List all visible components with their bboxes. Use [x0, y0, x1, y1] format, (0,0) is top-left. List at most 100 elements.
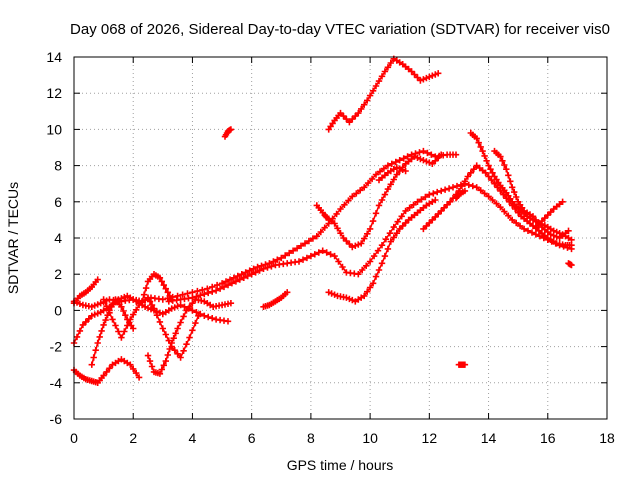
data-point-interp	[121, 293, 128, 301]
data-point-interp	[412, 150, 419, 157]
data-point-interp	[333, 210, 340, 218]
data-point	[497, 153, 504, 160]
data-point	[387, 238, 394, 245]
data-point-interp	[364, 179, 372, 187]
data-point	[485, 162, 492, 169]
data-point-interp	[323, 249, 330, 256]
data-point	[420, 157, 427, 164]
data-point-interp	[493, 200, 500, 207]
data-point-interp	[387, 59, 394, 67]
data-point	[559, 198, 566, 205]
y-axis-label: SDTVAR / TECUs	[5, 182, 21, 294]
data-point-interp	[445, 185, 453, 192]
data-point-interp	[103, 303, 110, 310]
data-point	[390, 223, 397, 231]
data-point	[156, 274, 164, 281]
data-point	[337, 205, 344, 213]
data-point-interp	[406, 204, 413, 211]
data-point	[236, 276, 243, 283]
data-point-interp	[256, 267, 263, 274]
data-point-interp	[366, 284, 374, 291]
data-point	[349, 243, 356, 251]
data-point-interp	[270, 258, 277, 265]
data-point-interp	[140, 291, 148, 298]
data-point	[473, 135, 480, 142]
data-point-interp	[244, 272, 251, 280]
data-point-interp	[73, 333, 81, 341]
data-point-interp	[309, 235, 317, 242]
data-point	[159, 296, 166, 303]
data-point-interp	[501, 208, 508, 215]
data-point-interp	[106, 309, 113, 316]
data-point-interp	[180, 313, 187, 320]
data-point	[88, 361, 95, 368]
data-point	[127, 361, 134, 368]
data-point-interp	[186, 303, 193, 310]
data-point-interp	[122, 312, 129, 319]
data-point	[361, 184, 368, 191]
data-point	[201, 312, 208, 319]
data-point-interp	[381, 252, 389, 260]
y-tick-label: 14	[46, 49, 62, 65]
data-point-interp	[133, 306, 140, 313]
series-trace	[535, 201, 564, 228]
data-point-interp	[426, 159, 433, 166]
series-arc-13	[325, 196, 439, 305]
data-point-interp	[381, 191, 389, 198]
data-point	[485, 193, 492, 200]
data-point	[135, 374, 143, 381]
data-point-interp	[372, 210, 380, 217]
data-point-interp	[363, 262, 370, 269]
data-point-interp	[170, 335, 177, 342]
x-tick-label: 4	[189, 430, 197, 446]
data-point	[375, 202, 383, 209]
data-point-interp	[124, 322, 131, 329]
data-point-interp	[234, 272, 241, 280]
data-point-interp	[286, 249, 293, 257]
data-point-interp	[193, 309, 200, 316]
data-point-interp	[477, 187, 484, 194]
data-point	[378, 260, 386, 267]
data-point-interp	[428, 151, 435, 158]
axis-ticks	[73, 56, 608, 420]
data-point-interp	[487, 166, 494, 173]
series-arc-1	[70, 147, 460, 310]
data-point	[325, 216, 332, 224]
data-point-interp	[411, 71, 418, 78]
data-point-interp	[85, 315, 92, 322]
data-point	[218, 280, 226, 287]
data-point	[138, 298, 146, 305]
data-point	[331, 220, 338, 227]
data-point-interp	[443, 201, 451, 208]
data-point	[100, 321, 107, 329]
data-point-interp	[337, 230, 344, 237]
data-point	[168, 339, 175, 347]
data-point	[438, 151, 445, 158]
data-point-interp	[341, 201, 348, 208]
data-point-interp	[361, 235, 368, 242]
data-point-interp	[252, 269, 259, 276]
data-point-interp	[440, 204, 448, 211]
data-point-interp	[343, 115, 350, 123]
data-point-interp	[94, 301, 101, 308]
data-point-interp	[91, 311, 98, 318]
data-point	[432, 196, 439, 204]
series-arc-22	[455, 361, 469, 368]
data-point-interp	[387, 181, 394, 188]
data-point-interp	[209, 315, 216, 322]
data-point-interp	[404, 153, 411, 160]
data-point	[461, 187, 469, 195]
data-point-interp	[435, 210, 442, 218]
data-point-interp	[366, 92, 374, 99]
data-point	[464, 173, 471, 180]
data-point-interp	[501, 161, 508, 169]
data-point-interp	[335, 258, 342, 265]
data-point-interp	[156, 318, 164, 326]
data-point	[396, 225, 403, 233]
data-point-interp	[410, 201, 417, 208]
data-point-interp	[327, 251, 334, 258]
data-point	[532, 231, 540, 238]
data-point	[541, 214, 548, 222]
data-point-interp	[174, 303, 181, 310]
y-tick-label: 2	[54, 266, 62, 282]
